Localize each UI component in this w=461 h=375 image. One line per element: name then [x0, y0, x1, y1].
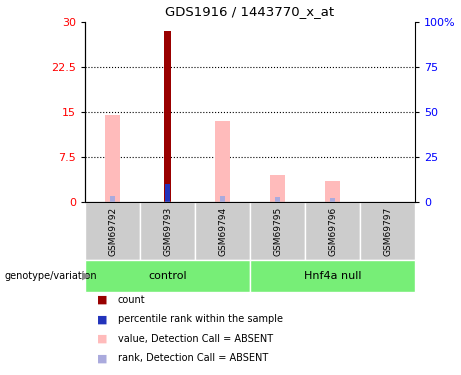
Bar: [305, 202, 360, 260]
Bar: [85, 202, 140, 260]
Text: GSM69793: GSM69793: [163, 207, 172, 256]
Text: percentile rank within the sample: percentile rank within the sample: [118, 315, 283, 324]
Bar: [140, 202, 195, 260]
Bar: [330, 198, 335, 202]
Text: GSM69797: GSM69797: [383, 207, 392, 256]
Bar: [360, 202, 415, 260]
Bar: [250, 260, 415, 292]
Bar: [195, 202, 250, 260]
Bar: [215, 121, 230, 202]
Text: ▶: ▶: [82, 271, 90, 281]
Bar: [220, 196, 225, 202]
Bar: [110, 196, 115, 202]
Text: ■: ■: [97, 315, 107, 324]
Bar: [105, 115, 120, 202]
Text: control: control: [148, 271, 187, 281]
Title: GDS1916 / 1443770_x_at: GDS1916 / 1443770_x_at: [165, 5, 335, 18]
Text: value, Detection Call = ABSENT: value, Detection Call = ABSENT: [118, 334, 272, 344]
Text: Hnf4a null: Hnf4a null: [304, 271, 361, 281]
Bar: [270, 175, 285, 202]
Bar: [165, 184, 170, 202]
Bar: [164, 31, 171, 202]
Text: GSM69795: GSM69795: [273, 207, 282, 256]
Text: GSM69794: GSM69794: [218, 207, 227, 256]
Text: ■: ■: [97, 295, 107, 305]
Text: genotype/variation: genotype/variation: [5, 271, 97, 281]
Text: GSM69796: GSM69796: [328, 207, 337, 256]
Bar: [85, 260, 250, 292]
Text: rank, Detection Call = ABSENT: rank, Detection Call = ABSENT: [118, 354, 268, 363]
Text: count: count: [118, 295, 145, 305]
Bar: [250, 202, 305, 260]
Text: ■: ■: [97, 354, 107, 363]
Text: ■: ■: [97, 334, 107, 344]
Text: GSM69792: GSM69792: [108, 207, 117, 256]
Bar: [275, 197, 280, 202]
Bar: [325, 181, 340, 202]
